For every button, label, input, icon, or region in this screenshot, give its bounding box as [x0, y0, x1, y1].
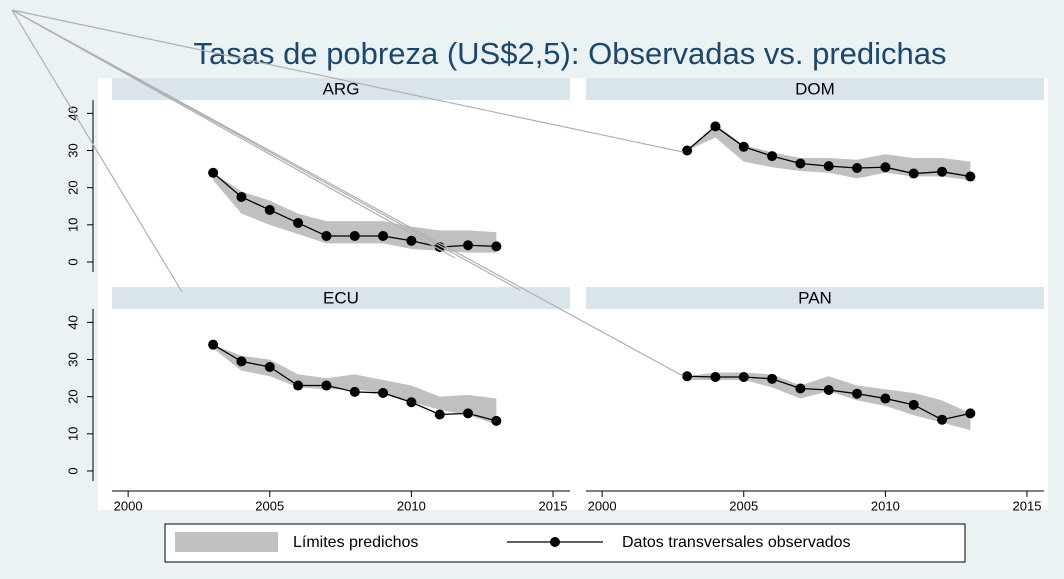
legend-label: Datos transversales observados	[622, 534, 851, 551]
observed-point	[321, 230, 332, 241]
callout-line	[11, 9, 684, 153]
observed-point	[434, 409, 445, 420]
observed-point	[795, 158, 806, 169]
panel-title: ARG	[323, 79, 360, 98]
x-tick-label: 2015	[1013, 498, 1042, 513]
legend-swatch	[175, 532, 278, 552]
panel-title: DOM	[795, 79, 835, 98]
observed-point	[852, 388, 863, 399]
observed-point	[880, 393, 891, 404]
panel-title: ECU	[323, 288, 359, 307]
observed-point	[406, 397, 417, 408]
observed-point	[349, 230, 360, 241]
x-tick-label: 2015	[539, 498, 568, 513]
observed-point	[378, 387, 389, 398]
legend	[164, 523, 966, 563]
observed-point	[406, 235, 417, 246]
legend-label: Límites predichos	[293, 534, 418, 551]
observed-point	[738, 371, 749, 382]
observed-point	[236, 191, 247, 202]
observed-point	[293, 217, 304, 228]
observed-point	[293, 380, 304, 391]
callout-line	[11, 9, 183, 293]
strip	[112, 287, 570, 309]
x-tick-label: 2010	[871, 498, 900, 513]
observed-point	[463, 240, 474, 251]
observed-point	[710, 371, 721, 382]
panel-title: PAN	[798, 288, 832, 307]
y-tick-label: 0	[65, 258, 80, 265]
observed-point	[264, 204, 275, 215]
observed-point	[795, 383, 806, 394]
y-tick-label: 40	[65, 315, 80, 329]
observed-point	[908, 399, 919, 410]
observed-point	[378, 230, 389, 241]
y-tick-label: 10	[65, 218, 80, 232]
prediction-band	[687, 124, 971, 181]
legend-marker	[550, 537, 560, 547]
callout-line	[11, 9, 684, 377]
y-tick-label: 40	[65, 106, 80, 120]
observed-point	[823, 161, 834, 172]
y-tick-label: 10	[65, 427, 80, 441]
x-tick-label: 2005	[255, 498, 284, 513]
observed-point	[767, 373, 778, 384]
observed-point	[965, 408, 976, 419]
x-tick-label: 2000	[588, 498, 617, 513]
observed-point	[937, 166, 948, 177]
y-tick-label: 30	[65, 143, 80, 157]
observed-point	[738, 141, 749, 152]
observed-point	[852, 162, 863, 173]
y-tick-label: 30	[65, 352, 80, 366]
observed-point	[767, 151, 778, 162]
observed-point	[710, 121, 721, 132]
observed-point	[208, 167, 219, 178]
y-tick-label: 20	[65, 389, 80, 403]
panels: ARG 0 10 20 30 40 DOM ECU 0 10 20 30 40 2000 2005 2010 2…	[65, 78, 1044, 513]
chart-title: Tasas de pobreza (US$2,5): Observadas vs…	[194, 36, 947, 71]
observed-point	[908, 168, 919, 179]
observed-point	[880, 162, 891, 173]
observed-point	[236, 356, 247, 367]
callout-lines	[11, 9, 684, 377]
x-tick-label: 2005	[729, 498, 758, 513]
observed-point	[491, 415, 502, 426]
observed-point	[682, 145, 693, 156]
prediction-band	[213, 344, 497, 425]
observed-point	[463, 408, 474, 419]
observed-point	[321, 380, 332, 391]
strip	[112, 78, 570, 100]
y-tick-label: 0	[65, 467, 80, 474]
y-tick-label: 20	[65, 180, 80, 194]
observed-point	[349, 386, 360, 397]
observed-point	[208, 339, 219, 350]
observed-point	[264, 361, 275, 372]
strip	[586, 78, 1044, 100]
prediction-band	[213, 172, 497, 253]
observed-point	[965, 171, 976, 182]
x-tick-label: 2010	[397, 498, 426, 513]
strip	[586, 287, 1044, 309]
observed-point	[491, 241, 502, 252]
observed-point	[823, 384, 834, 395]
observed-point	[937, 414, 948, 425]
observed-point	[682, 371, 693, 382]
x-tick-label: 2000	[114, 498, 143, 513]
